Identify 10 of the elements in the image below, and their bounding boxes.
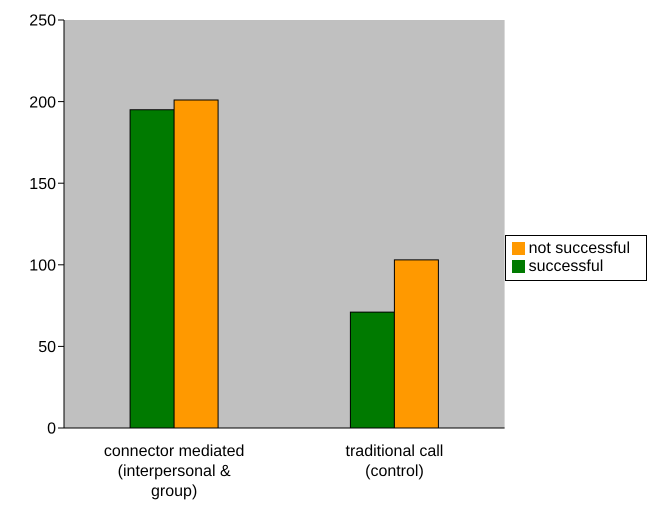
y-tick-label: 0: [47, 420, 56, 438]
legend-label: not successful: [528, 240, 630, 257]
y-tick-label: 100: [29, 257, 56, 274]
y-tick-label: 200: [29, 94, 56, 112]
y-tick-label: 50: [38, 339, 56, 356]
y-tick-label: 150: [29, 176, 56, 193]
x-tick-label: traditional call (control): [346, 443, 444, 480]
y-tick-label: 250: [29, 12, 56, 30]
x-tick-label: connector mediated (interpersonal & group): [104, 443, 244, 500]
legend-label: successful: [528, 258, 604, 275]
